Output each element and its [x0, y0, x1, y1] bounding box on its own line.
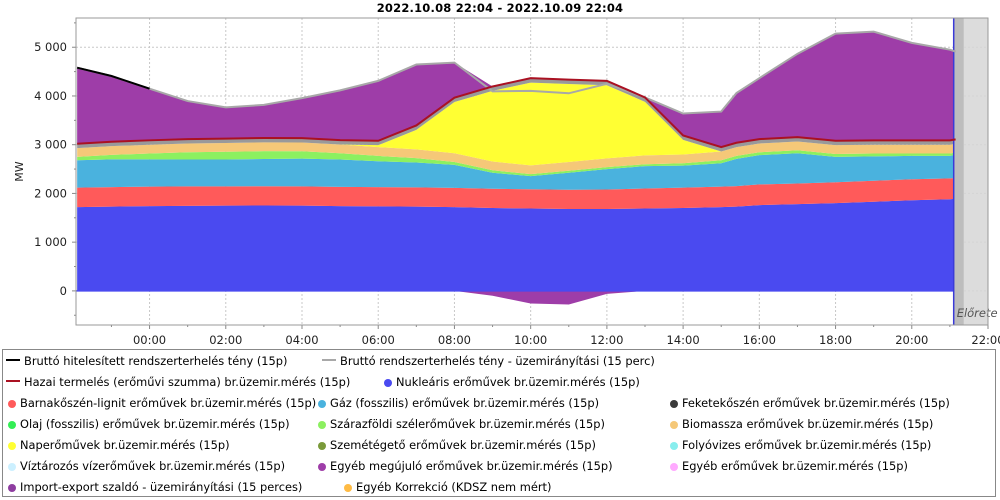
- x-tick-label: 02:00: [209, 333, 242, 345]
- x-tick-label: 08:00: [438, 333, 471, 345]
- y-tick-label: 4 000: [34, 89, 67, 103]
- area-series: [77, 78, 956, 152]
- legend-label: Egyéb erőművek br.üzemir.mérés (15p): [682, 459, 908, 473]
- legend-item: Nukleáris erőművek br.üzemir.mérés (15p): [382, 372, 640, 392]
- legend-item: Naperőművek br.üzemir.mérés (15p): [6, 435, 230, 455]
- legend-dot-swatch: [670, 399, 678, 408]
- legend-label: Hazai termelés (erőművi szumma) br.üzemi…: [24, 375, 351, 389]
- legend-label: Olaj (fosszilis) erőművek br.üzemir.méré…: [20, 417, 290, 431]
- legend-item: Barnakőszén-lignit erőművek br.üzemir.mé…: [6, 393, 316, 413]
- area-series: [77, 82, 956, 166]
- legend-item: Import-export szaldó - üzemirányítási (1…: [6, 477, 302, 497]
- forecast-edge: [953, 18, 964, 325]
- line-certified-load: [76, 66, 150, 90]
- x-tick-label: 20:00: [895, 333, 928, 345]
- legend-label: Szárazföldi szélerőművek br.üzemir.mérés…: [330, 417, 605, 431]
- legend-label: Bruttó rendszerterhelés tény - üzemirány…: [340, 354, 655, 368]
- x-tick-label: 22:00: [971, 333, 1000, 345]
- y-tick-label: 2 000: [34, 186, 67, 200]
- legend-item: Szárazföldi szélerőművek br.üzemir.mérés…: [316, 414, 605, 434]
- legend-item: Gáz (fosszilis) erőművek br.üzemir.mérés…: [316, 393, 599, 413]
- x-tick-label: 00:00: [133, 333, 166, 345]
- area-series: [77, 141, 956, 175]
- legend-item: Feketekőszén erőművek br.üzemir.mérés (1…: [668, 393, 950, 413]
- x-tick-label: 18:00: [819, 333, 852, 345]
- legend-item: Biomassza erőművek br.üzemir.mérés (15p): [668, 414, 933, 434]
- area-series: [77, 177, 956, 210]
- legend-dot-swatch: [318, 441, 326, 450]
- legend-dot-swatch: [384, 378, 392, 387]
- legend-item: Egyéb megújuló erőművek br.üzemir.mérés …: [316, 456, 613, 476]
- forecast-region: Előrete: [952, 18, 998, 325]
- legend-label: Barnakőszén-lignit erőművek br.üzemir.mé…: [20, 396, 317, 410]
- legend-dot-swatch: [318, 462, 326, 471]
- legend-line-swatch: [6, 380, 20, 382]
- legend-label: Naperőművek br.üzemir.mérés (15p): [20, 438, 230, 452]
- legend: Bruttó hitelesített rendszerterhelés tén…: [2, 349, 996, 497]
- legend-item: Egyéb erőművek br.üzemir.mérés (15p): [668, 456, 908, 476]
- legend-dot-swatch: [670, 462, 678, 471]
- legend-label: Nukleáris erőművek br.üzemir.mérés (15p): [396, 375, 640, 389]
- legend-item: Bruttó hitelesített rendszerterhelés tén…: [6, 351, 287, 371]
- x-tick-label: 16:00: [743, 333, 776, 345]
- legend-dot-swatch: [318, 420, 326, 429]
- y-tick-label: 1 000: [34, 235, 67, 249]
- area-series: [77, 31, 956, 148]
- forecast-label: Előrete: [957, 306, 998, 320]
- legend-label: Szemétégető erőművek br.üzemir.mérés (15…: [330, 438, 596, 452]
- area-series: [77, 198, 956, 291]
- legend-label: Egyéb megújuló erőművek br.üzemir.mérés …: [330, 459, 613, 473]
- legend-dot-swatch: [8, 483, 16, 492]
- axes: 0 1 000 2 000 3 000 4 000 5 000 00:00 02:00 04:0…: [13, 17, 1000, 345]
- line-domestic-production: [77, 77, 956, 149]
- x-tick-label: 06:00: [362, 333, 395, 345]
- legend-label: Feketekőszén erőművek br.üzemir.mérés (1…: [682, 396, 950, 410]
- legend-item: Bruttó rendszerterhelés tény - üzemirány…: [322, 351, 655, 371]
- legend-label: Biomassza erőművek br.üzemir.mérés (15p): [682, 417, 934, 431]
- load-lines: [76, 30, 956, 149]
- stacked-areas: [76, 31, 956, 305]
- legend-label: Bruttó hitelesített rendszerterhelés tén…: [24, 354, 288, 368]
- legend-line-swatch: [6, 359, 20, 361]
- legend-label: Víztározós vízerőművek br.üzemir.mérés (…: [20, 459, 286, 473]
- plot-frame: [75, 17, 989, 326]
- legend-dot-swatch: [8, 462, 16, 471]
- y-tick-label: 3 000: [34, 138, 67, 152]
- y-tick-label: 0: [60, 284, 67, 298]
- area-series: [77, 153, 956, 190]
- y-axis-label: MW: [13, 161, 26, 181]
- legend-dot-swatch: [318, 399, 326, 408]
- legend-item: Hazai termelés (erőművi szumma) br.üzemi…: [6, 372, 350, 392]
- legend-label: Egyéb Korrekció (KDSZ nem mért): [356, 480, 552, 494]
- legend-dot-swatch: [8, 399, 16, 408]
- y-tick-label: 5 000: [34, 40, 67, 54]
- area-series: [77, 150, 956, 177]
- legend-dot-swatch: [670, 441, 678, 450]
- x-tick-label: 12:00: [590, 333, 623, 345]
- legend-label: Import-export szaldó - üzemirányítási (1…: [20, 480, 303, 494]
- legend-dot-swatch: [344, 483, 352, 492]
- line-load-dispatch: [76, 30, 956, 115]
- legend-dot-swatch: [670, 420, 678, 429]
- legend-line-swatch: [322, 359, 336, 361]
- legend-dot-swatch: [8, 441, 16, 450]
- x-tick-label: 14:00: [667, 333, 700, 345]
- legend-item: Folyóvizes erőművek br.üzemir.mérés (15p…: [668, 435, 931, 455]
- legend-label: Folyóvizes erőművek br.üzemir.mérés (15p…: [682, 438, 932, 452]
- area-import-negative: [77, 290, 956, 305]
- legend-dot-swatch: [8, 420, 16, 429]
- legend-item: Víztározós vízerőművek br.üzemir.mérés (…: [6, 456, 285, 476]
- chart-title: 2022.10.08 22:04 - 2022.10.09 22:04: [376, 1, 624, 15]
- legend-item: Szemétégető erőművek br.üzemir.mérés (15…: [316, 435, 596, 455]
- x-tick-label: 10:00: [514, 333, 547, 345]
- x-tick-label: 04:00: [285, 333, 318, 345]
- legend-label: Gáz (fosszilis) erőművek br.üzemir.mérés…: [330, 396, 600, 410]
- legend-item: Olaj (fosszilis) erőművek br.üzemir.méré…: [6, 414, 290, 434]
- legend-item: Egyéb Korrekció (KDSZ nem mért): [342, 477, 551, 497]
